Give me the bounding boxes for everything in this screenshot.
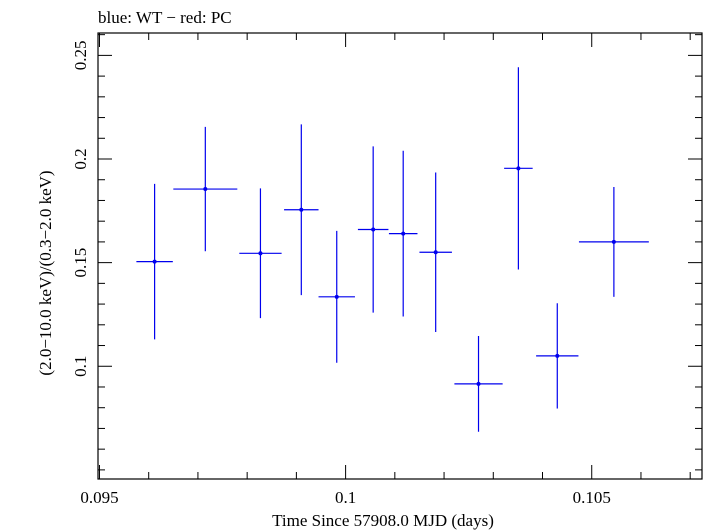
chart-title: blue: WT − red: PC bbox=[98, 8, 232, 27]
x-axis-label: Time Since 57908.0 MJD (days) bbox=[272, 511, 494, 530]
data-point bbox=[536, 303, 579, 409]
y-tick-label: 0.25 bbox=[71, 41, 90, 71]
data-point bbox=[578, 186, 649, 297]
point-marker bbox=[433, 250, 438, 255]
data-point bbox=[239, 188, 282, 319]
y-tick-label: 0.15 bbox=[71, 248, 90, 278]
point-marker bbox=[203, 187, 208, 192]
point-marker bbox=[371, 227, 376, 232]
y-axis: 0.1 0.15 0.2 0.25 bbox=[71, 34, 702, 471]
x-tick-label: 0.1 bbox=[335, 488, 356, 507]
data-point bbox=[318, 230, 355, 363]
data-point bbox=[284, 124, 319, 296]
point-marker bbox=[334, 294, 339, 299]
point-marker bbox=[299, 207, 304, 212]
x-axis: 0.095 0.1 0.105 bbox=[80, 33, 691, 507]
point-marker bbox=[555, 353, 560, 358]
point-marker bbox=[516, 166, 521, 171]
y-tick-label: 0.2 bbox=[71, 148, 90, 169]
y-tick-label: 0.1 bbox=[71, 356, 90, 377]
x-tick-label: 0.095 bbox=[80, 488, 118, 507]
point-marker bbox=[152, 259, 157, 264]
point-marker bbox=[476, 381, 481, 386]
data-point bbox=[357, 146, 389, 313]
plot-frame bbox=[97, 32, 703, 480]
point-marker bbox=[611, 239, 616, 244]
point-marker bbox=[258, 251, 263, 256]
data-point bbox=[173, 126, 238, 252]
data-point bbox=[388, 150, 418, 317]
point-marker bbox=[401, 231, 406, 236]
data-point bbox=[136, 183, 173, 340]
data-point bbox=[454, 335, 503, 432]
data-point bbox=[504, 67, 533, 270]
data-series bbox=[136, 67, 649, 432]
data-point bbox=[419, 172, 452, 333]
y-axis-label: (2.0−10.0 keV)/(0.3−2.0 keV) bbox=[36, 170, 55, 375]
x-tick-label: 0.105 bbox=[573, 488, 611, 507]
